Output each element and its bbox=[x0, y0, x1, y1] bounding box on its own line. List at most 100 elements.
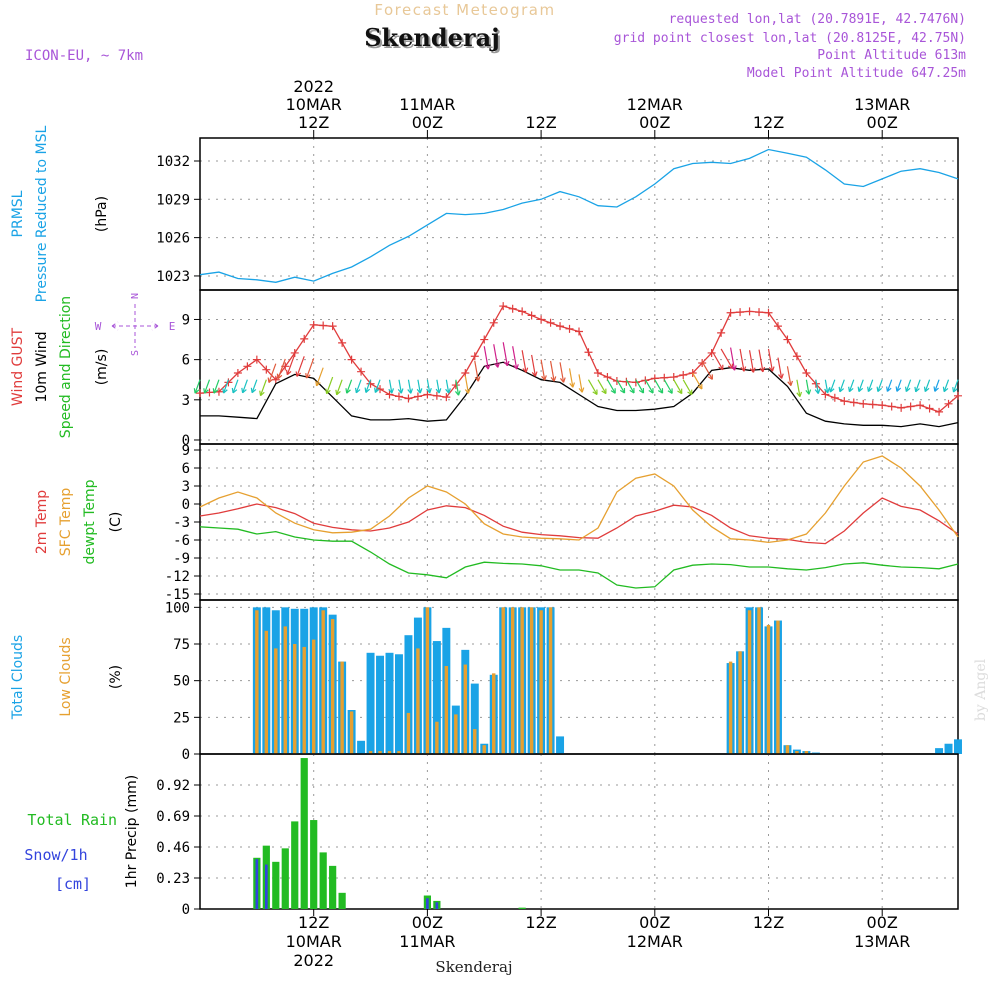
wind-arrow bbox=[720, 348, 734, 369]
panel-temperature: 9 6 3 0 -3 -6 -9 -12 -15 2m Temp SFC Temp dewpt Tem… bbox=[34, 443, 959, 603]
wind-arrowhead bbox=[522, 367, 529, 373]
wind-arrow bbox=[326, 376, 334, 394]
gust-marker bbox=[698, 358, 707, 367]
y-tick-label: 75 bbox=[173, 637, 190, 653]
ylabel-temperature-1: SFC Temp bbox=[58, 488, 74, 557]
wind-arrowhead bbox=[454, 390, 461, 396]
cloud-low-bar bbox=[795, 751, 799, 754]
gust-marker bbox=[394, 392, 403, 401]
wind-arrowhead bbox=[657, 388, 664, 394]
y-tick-label: 50 bbox=[173, 674, 190, 690]
panel-frame bbox=[199, 289, 959, 445]
gust-marker bbox=[887, 402, 896, 411]
ylabel-clouds-2: (%) bbox=[108, 665, 124, 689]
cloud-low-bar bbox=[416, 648, 420, 754]
gust-marker bbox=[243, 362, 252, 371]
gust-marker bbox=[764, 308, 773, 317]
ylabel-wind-0: Wind GUST bbox=[10, 327, 26, 406]
cloud-low-bar bbox=[425, 607, 430, 754]
gust-marker bbox=[357, 367, 366, 376]
wind-arrowhead bbox=[513, 364, 519, 370]
cloud-low-bar bbox=[548, 607, 553, 754]
wind-arrowhead bbox=[707, 374, 713, 380]
wind-arrow bbox=[815, 379, 819, 394]
gust-marker bbox=[783, 335, 792, 344]
wind-arrowhead bbox=[796, 391, 803, 398]
ylabel-wind-3: (m/s) bbox=[94, 349, 110, 386]
wind-arrow bbox=[436, 379, 440, 394]
wind-arrow bbox=[896, 379, 902, 392]
wind-arrowhead bbox=[569, 382, 576, 388]
wind-arrow bbox=[374, 379, 381, 393]
wind-arrow bbox=[701, 361, 713, 380]
cloud-low-bar bbox=[378, 751, 382, 754]
wind-arrowhead bbox=[335, 389, 341, 396]
gust-marker bbox=[423, 390, 432, 399]
model-point-altitude: Model Point Altitude 647.25m bbox=[747, 66, 966, 81]
gust-marker bbox=[518, 307, 527, 316]
snow-bar bbox=[426, 898, 429, 909]
wind-arrowhead bbox=[677, 388, 683, 395]
y-tick-label: 3 bbox=[182, 393, 190, 409]
wind-arrowhead bbox=[374, 387, 380, 393]
wind-arrowhead bbox=[305, 373, 311, 379]
gust-marker bbox=[376, 385, 385, 394]
gust-marker bbox=[470, 352, 479, 361]
cloud-low-bar bbox=[293, 644, 297, 754]
wind-arrowhead bbox=[364, 387, 371, 393]
compass-lines bbox=[111, 304, 159, 348]
y-tick-label: 0 bbox=[182, 497, 190, 513]
gust-marker bbox=[717, 328, 726, 337]
gust-marker bbox=[906, 402, 915, 411]
snow-bar bbox=[264, 864, 268, 909]
wind-arrow bbox=[483, 346, 489, 370]
gust-marker bbox=[830, 393, 839, 402]
wind-arrow bbox=[315, 367, 324, 387]
gust-marker bbox=[527, 311, 536, 320]
wind-arrow bbox=[915, 379, 921, 393]
cloud-low-bar bbox=[264, 630, 269, 754]
wind-arrow bbox=[445, 379, 450, 394]
wind-arrowhead bbox=[345, 388, 351, 394]
cloud-low-bar bbox=[406, 712, 411, 754]
gust-marker bbox=[413, 392, 422, 401]
wind-arrow bbox=[268, 363, 277, 383]
wind-arrow bbox=[502, 342, 508, 366]
wind-arrow bbox=[336, 379, 343, 395]
wind-arrow bbox=[673, 379, 683, 394]
compass-e: E bbox=[169, 320, 176, 333]
x-axis-label-bottom: 13MAR bbox=[854, 932, 910, 951]
x-axis-label-top: 11MAR bbox=[399, 95, 455, 114]
wind-arrow bbox=[739, 348, 745, 372]
gust-marker bbox=[802, 369, 811, 378]
wind-arrowhead bbox=[814, 388, 821, 394]
gust-marker bbox=[622, 377, 631, 386]
cloud-low-bar bbox=[728, 661, 733, 754]
wind-arrowhead bbox=[267, 377, 274, 383]
cloud-low-bar bbox=[255, 610, 259, 754]
gust-marker bbox=[233, 369, 242, 378]
wind-arrowhead bbox=[503, 360, 510, 367]
cloud-total-bar bbox=[404, 635, 413, 754]
wind-arrow bbox=[848, 379, 855, 392]
gust-marker bbox=[745, 307, 754, 316]
wind-arrow bbox=[540, 359, 546, 381]
wind-arrow bbox=[365, 379, 372, 393]
wind-arrowhead bbox=[638, 387, 645, 394]
wind-arrow bbox=[786, 366, 792, 386]
x-axis-label-top: 12Z bbox=[753, 113, 784, 132]
wind-arrowhead bbox=[231, 387, 238, 394]
wind-arrowhead bbox=[895, 386, 902, 392]
gust-marker bbox=[328, 322, 337, 331]
y-tick-label: 1023 bbox=[156, 269, 190, 285]
wind-arrow bbox=[952, 379, 959, 393]
wind-arrowhead bbox=[285, 369, 292, 376]
y-tick-label: 0 bbox=[182, 902, 190, 918]
ylabel-clouds-0: Total Clouds bbox=[10, 635, 26, 720]
wind-arrowhead bbox=[203, 388, 209, 394]
wind-arrow bbox=[521, 350, 527, 373]
credit-label: by Angel bbox=[973, 658, 989, 721]
gust-marker bbox=[262, 365, 271, 374]
wind-arrow bbox=[531, 354, 536, 377]
